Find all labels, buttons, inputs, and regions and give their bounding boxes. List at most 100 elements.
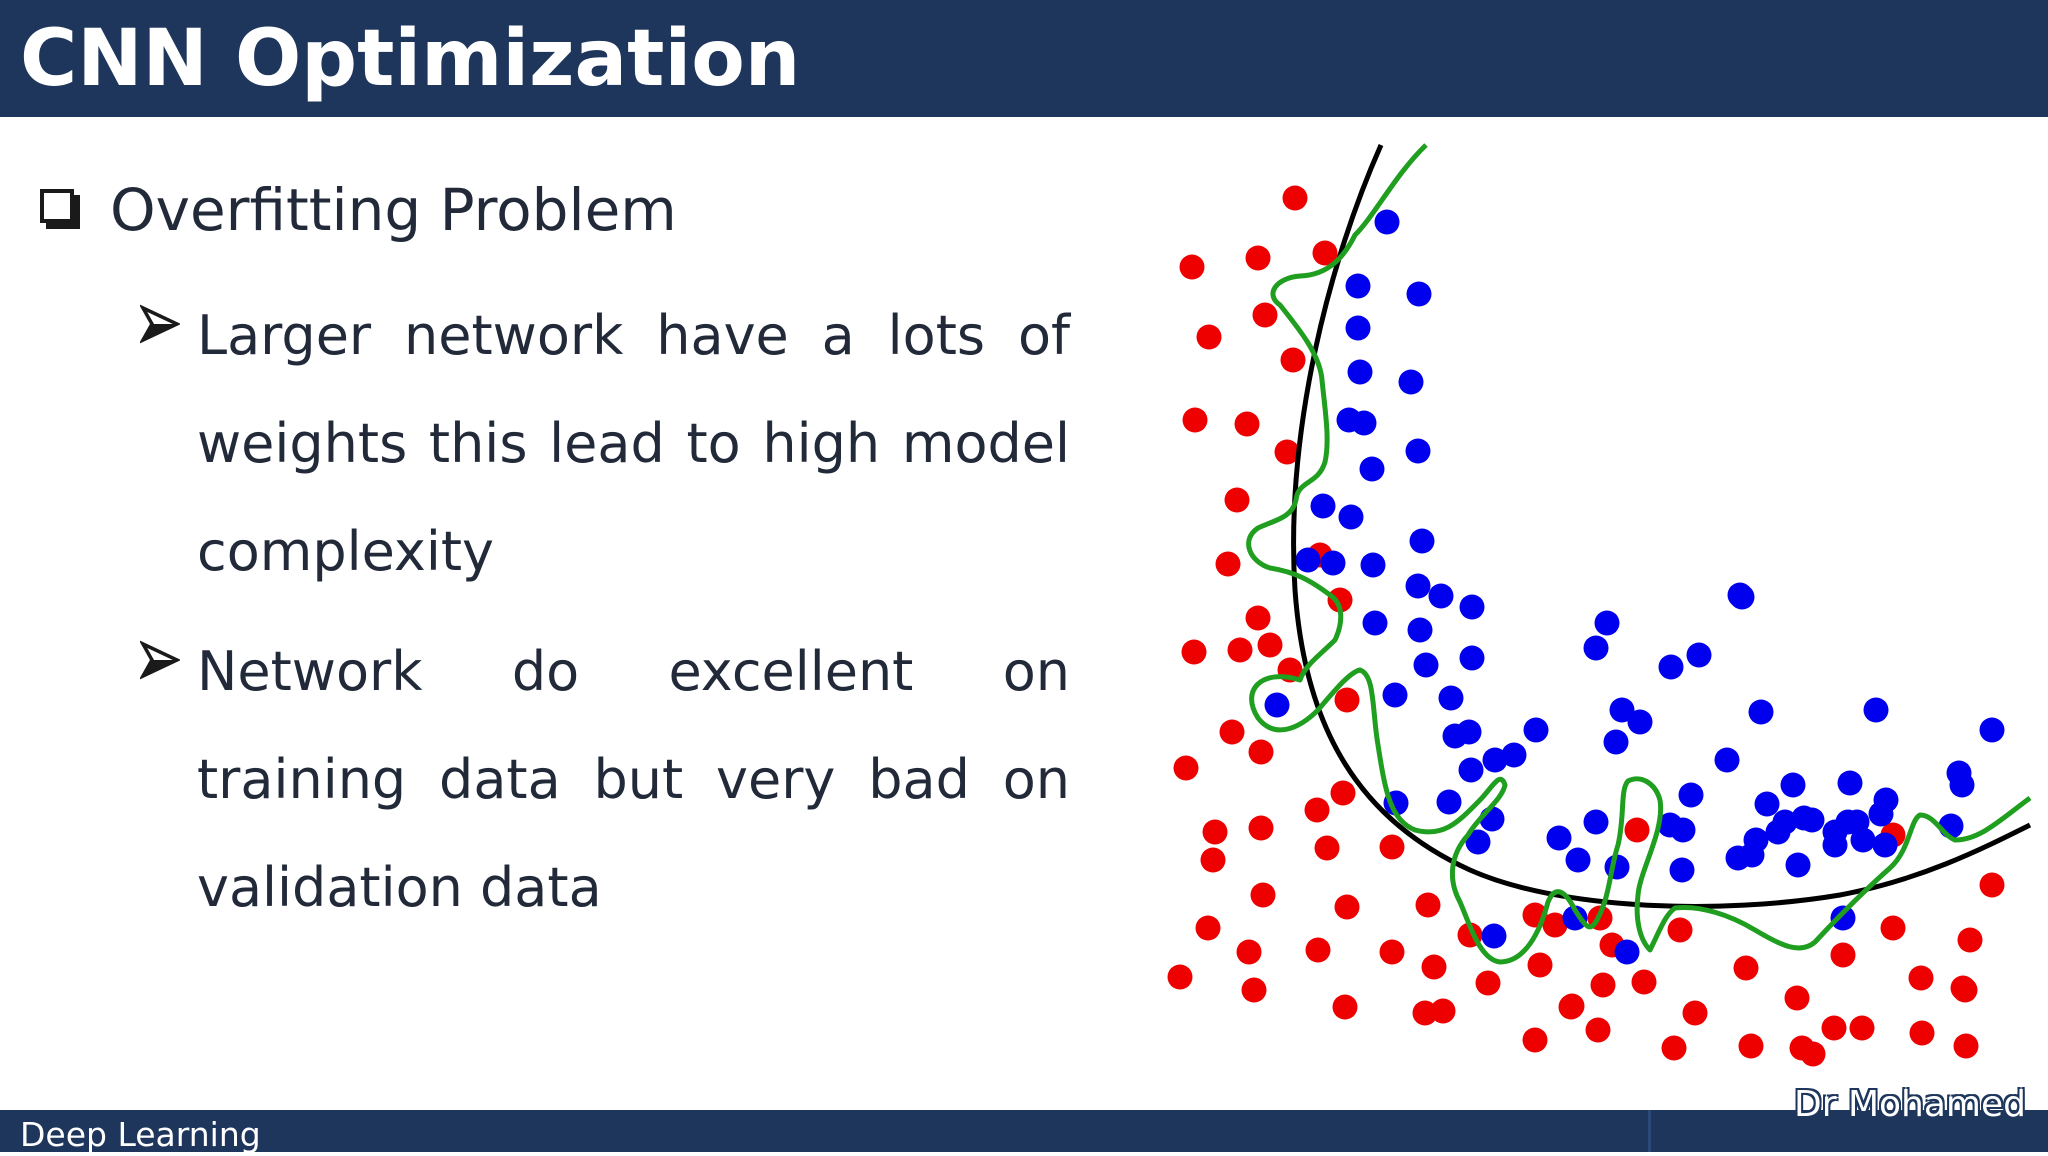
data-point	[1657, 812, 1683, 838]
data-point	[1791, 805, 1817, 831]
data-point	[1379, 834, 1405, 860]
data-point	[1224, 487, 1250, 513]
data-point	[1195, 915, 1221, 941]
data-point	[1748, 699, 1774, 725]
data-point	[1345, 315, 1371, 341]
data-point	[1738, 1033, 1764, 1059]
class-b-points	[1264, 209, 2005, 965]
data-point	[1979, 717, 2005, 743]
data-point	[1562, 905, 1588, 931]
data-point	[1873, 787, 1899, 813]
section-heading: Overfitting Problem	[40, 170, 677, 250]
data-point	[1627, 709, 1653, 735]
data-point	[1438, 685, 1464, 711]
data-point	[1949, 772, 1975, 798]
data-point	[1406, 281, 1432, 307]
data-point	[1332, 994, 1358, 1020]
data-point	[1558, 994, 1584, 1020]
data-point	[1245, 245, 1271, 271]
data-point	[1362, 610, 1388, 636]
data-point	[1880, 915, 1906, 941]
data-point	[1590, 972, 1616, 998]
data-point	[1196, 324, 1222, 350]
overfit-decision-boundary	[1246, 143, 2032, 965]
data-point	[1458, 757, 1484, 783]
footer-bar: Deep Learning	[0, 1110, 2048, 1154]
data-point	[1202, 819, 1228, 845]
data-point	[1667, 917, 1693, 943]
data-point	[1250, 882, 1276, 908]
data-point	[1754, 791, 1780, 817]
data-point	[1351, 410, 1377, 436]
data-point	[1546, 825, 1572, 851]
bullet-text: Larger network have a lots of weights th…	[197, 304, 1070, 583]
data-point	[1215, 551, 1241, 577]
data-point	[1789, 1035, 1815, 1061]
data-point	[1849, 1015, 1875, 1041]
data-point	[1459, 645, 1485, 671]
data-point	[1181, 639, 1207, 665]
data-point	[1979, 872, 2005, 898]
bullet-text: Network do excellent on training data bu…	[197, 640, 1070, 919]
data-point	[1542, 912, 1568, 938]
data-point	[1784, 985, 1810, 1011]
data-point	[1327, 587, 1353, 613]
smooth-decision-boundary	[1291, 143, 2032, 909]
data-point	[1415, 892, 1441, 918]
data-point	[1245, 605, 1271, 631]
checkbox-bullet-icon	[40, 189, 82, 231]
data-point	[1248, 739, 1274, 765]
data-point	[1274, 439, 1300, 465]
data-point	[1686, 642, 1712, 668]
data-point	[1669, 857, 1695, 883]
data-point	[1305, 937, 1331, 963]
data-point	[1382, 682, 1408, 708]
data-point	[1482, 747, 1508, 773]
data-point	[1347, 359, 1373, 385]
data-point	[1167, 964, 1193, 990]
data-point	[1334, 894, 1360, 920]
data-point	[1908, 965, 1934, 991]
data-point	[1822, 832, 1848, 858]
data-point	[1678, 782, 1704, 808]
data-point	[1583, 635, 1609, 661]
data-point	[1282, 185, 1308, 211]
data-point	[1733, 955, 1759, 981]
data-point	[1409, 528, 1435, 554]
title-bar: CNN Optimization	[0, 0, 2048, 117]
data-point	[1257, 632, 1283, 658]
data-point	[1459, 594, 1485, 620]
data-point	[1430, 998, 1456, 1024]
data-point	[1234, 411, 1260, 437]
data-point	[1405, 438, 1431, 464]
data-point	[1264, 692, 1290, 718]
data-point	[1872, 832, 1898, 858]
data-point	[1359, 456, 1385, 482]
data-point	[1863, 697, 1889, 723]
data-point	[1523, 717, 1549, 743]
data-point	[1603, 729, 1629, 755]
data-point	[1743, 827, 1769, 853]
data-point	[1953, 1033, 1979, 1059]
data-point	[1241, 977, 1267, 1003]
arrow-bullet-icon	[140, 640, 180, 680]
course-label: Deep Learning	[20, 1115, 261, 1154]
data-point	[1957, 927, 1983, 953]
data-point	[1330, 780, 1356, 806]
data-point	[1248, 815, 1274, 841]
data-point	[1821, 1015, 1847, 1041]
data-point	[1236, 939, 1262, 965]
data-point	[1405, 573, 1431, 599]
data-point	[1830, 942, 1856, 968]
data-point	[1780, 772, 1806, 798]
data-point	[1614, 939, 1640, 965]
data-point	[1658, 654, 1684, 680]
footer-divider	[1648, 1110, 1651, 1152]
heading-text: Overfitting Problem	[110, 176, 677, 244]
data-point	[1844, 809, 1870, 835]
overfitting-illustration	[1167, 143, 2032, 1067]
data-point	[1338, 504, 1364, 530]
data-point	[1624, 817, 1650, 843]
data-point	[1280, 347, 1306, 373]
data-point	[1785, 852, 1811, 878]
